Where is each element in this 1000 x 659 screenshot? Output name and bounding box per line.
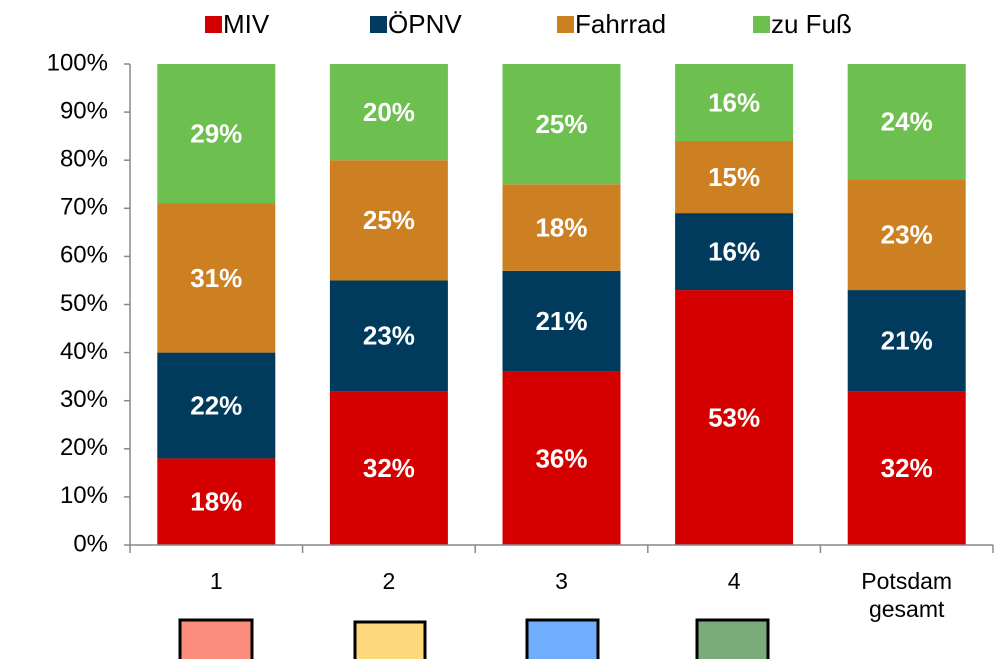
data-label: 20% (363, 97, 415, 127)
bar-segment (847, 179, 966, 291)
data-label: 16% (708, 236, 760, 266)
y-tick-label: 50% (60, 290, 108, 317)
bar-segment (157, 64, 276, 204)
bar-segment (502, 184, 621, 271)
bar-segment (329, 160, 448, 281)
bar-segment (329, 391, 448, 545)
bar-segment (847, 391, 966, 545)
data-label: 32% (363, 453, 415, 483)
x-tick-label: Potsdam gesamt (861, 568, 953, 622)
data-label: 29% (190, 119, 242, 149)
data-label: 53% (708, 402, 760, 432)
bar-segment (502, 64, 621, 185)
x-tick-label: 4 (727, 568, 741, 594)
legend-label: zu Fuß (771, 9, 852, 39)
data-label: 16% (708, 87, 760, 117)
bar-segment (675, 64, 794, 141)
y-tick-label: 10% (60, 482, 108, 509)
data-label: 18% (190, 487, 242, 517)
legend-label: Fahrrad (575, 9, 666, 39)
data-label: 18% (535, 212, 587, 242)
x-tick-label: 3 (555, 568, 568, 594)
bar-segment (847, 290, 966, 392)
data-label: 31% (190, 263, 242, 293)
bar-segment (675, 290, 794, 545)
bar-segment (675, 140, 794, 214)
legend-label: ÖPNV (388, 9, 462, 39)
data-label: 23% (881, 220, 933, 250)
y-tick-label: 90% (60, 97, 108, 124)
bar-segment (157, 203, 276, 353)
y-tick-label: 40% (60, 338, 108, 365)
bar-segment (329, 280, 448, 392)
bar-segment (675, 213, 794, 291)
bar-segment (502, 371, 621, 545)
data-label: 22% (190, 390, 242, 420)
legend-swatch (557, 16, 574, 33)
y-tick-label: 100% (47, 49, 108, 76)
data-label: 21% (881, 325, 933, 355)
legend-swatch (753, 16, 770, 33)
data-label: 23% (363, 321, 415, 351)
y-tick-label: 80% (60, 146, 108, 173)
color-key (525, 618, 600, 659)
y-tick-label: 70% (60, 194, 108, 221)
y-tick-label: 20% (60, 434, 108, 461)
color-key (695, 618, 770, 659)
data-label: 21% (535, 306, 587, 336)
legend-swatch (205, 16, 222, 33)
data-label: 25% (535, 109, 587, 139)
data-label: 32% (881, 453, 933, 483)
y-tick-label: 0% (73, 530, 108, 557)
bar-segment (502, 270, 621, 372)
bar-segment (157, 352, 276, 459)
legend-label: MIV (223, 9, 270, 39)
y-tick-label: 30% (60, 386, 108, 413)
data-label: 25% (363, 205, 415, 235)
data-label: 15% (708, 162, 760, 192)
data-label: 24% (881, 107, 933, 137)
bar-segment (847, 64, 966, 180)
x-tick-label: 1 (209, 568, 223, 594)
bar-segment (329, 64, 448, 161)
legend-swatch (370, 16, 387, 33)
y-tick-label: 60% (60, 242, 108, 269)
color-key (353, 620, 427, 659)
bar-segment (157, 458, 276, 545)
x-tick-label: 2 (382, 568, 396, 594)
data-label: 36% (535, 443, 587, 473)
color-key (178, 618, 254, 659)
